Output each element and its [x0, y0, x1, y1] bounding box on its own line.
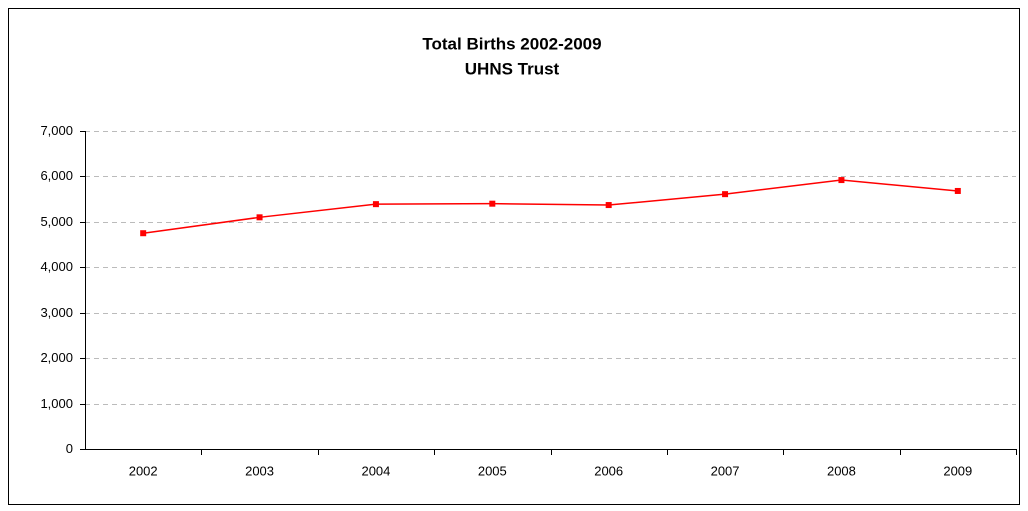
point-marker [489, 200, 496, 207]
y-tick-label: 6,000 [40, 168, 73, 183]
point-marker [722, 191, 729, 198]
y-tick-label: 5,000 [40, 214, 73, 229]
x-tick-label: 2005 [478, 463, 507, 478]
y-tick-label: 7,000 [40, 123, 73, 138]
y-tick-label: 4,000 [40, 259, 73, 274]
x-tick-label: 2003 [245, 463, 274, 478]
y-tick-label: 3,000 [40, 305, 73, 320]
line-series [143, 179, 958, 234]
x-tick-label: 2009 [943, 463, 972, 478]
y-tick-label: 0 [66, 441, 73, 456]
point-marker [605, 202, 612, 209]
point-marker [954, 187, 961, 194]
point-marker [372, 201, 379, 208]
y-tick-label: 1,000 [40, 396, 73, 411]
point-marker [838, 177, 845, 184]
chart-subtitle: UHNS Trust [465, 59, 560, 78]
x-tick-label: 2006 [594, 463, 623, 478]
x-tick-label: 2004 [361, 463, 390, 478]
point-marker [140, 230, 147, 237]
point-marker [256, 214, 263, 221]
y-tick-label: 2,000 [40, 350, 73, 365]
x-tick-label: 2008 [827, 463, 856, 478]
x-tick-label: 2007 [711, 463, 740, 478]
chart-title: Total Births 2002-2009 [422, 34, 601, 53]
x-tick-label: 2002 [129, 463, 158, 478]
chart-border [8, 8, 1020, 505]
